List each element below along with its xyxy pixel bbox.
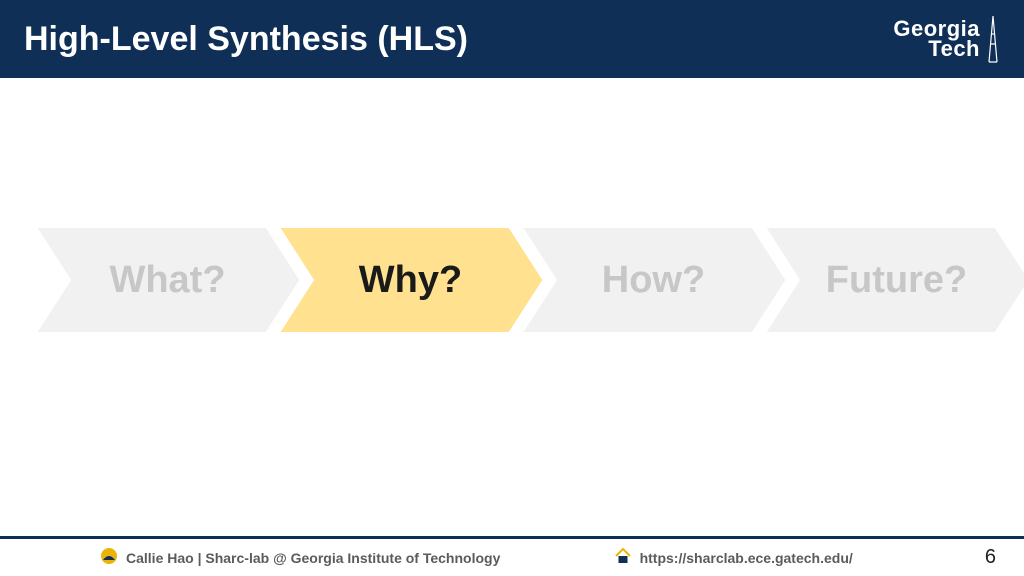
page-number: 6 [966,546,996,569]
process-chevrons: What? Why? How? Future? [32,225,1004,335]
chevron-label: Why? [359,259,462,302]
home-icon [614,547,632,568]
org-logo: Georgia Tech [893,14,1000,64]
org-logo-tower-icon [986,14,1000,64]
org-logo-line2: Tech [928,39,980,59]
chevron-step: Future? [761,225,1024,335]
footer-author: Callie Hao | Sharc-lab @ Georgia Institu… [126,550,500,566]
chevron-step: What? [32,225,303,335]
chevron-step: Why? [275,225,546,335]
chevron-label: How? [602,259,705,302]
chevron-label: What? [109,259,225,302]
footer-author-block: Callie Hao | Sharc-lab @ Georgia Institu… [100,547,500,568]
org-logo-text: Georgia Tech [893,19,980,59]
person-icon [100,547,118,568]
chevron-label: Future? [826,259,967,302]
footer-bar: Callie Hao | Sharc-lab @ Georgia Institu… [0,536,1024,576]
slide: High-Level Synthesis (HLS) Georgia Tech … [0,0,1024,576]
chevron-step: How? [518,225,789,335]
footer-url-block: https://sharclab.ece.gatech.edu/ [614,547,853,568]
footer-url: https://sharclab.ece.gatech.edu/ [640,550,853,566]
slide-title: High-Level Synthesis (HLS) [24,20,468,59]
header-bar: High-Level Synthesis (HLS) Georgia Tech [0,0,1024,78]
